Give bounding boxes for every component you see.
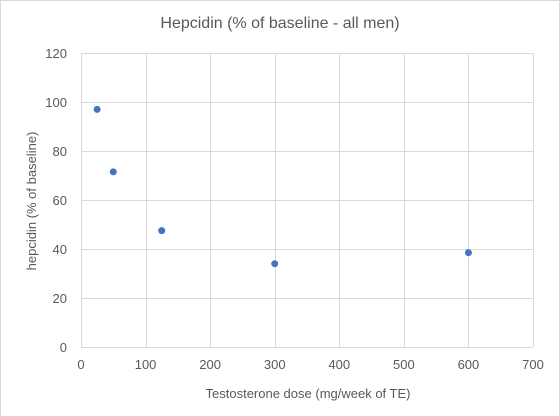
x-tick-label: 200 — [199, 357, 221, 372]
x-tick-label: 600 — [458, 357, 480, 372]
data-point — [271, 260, 279, 268]
y-tick-label: 80 — [53, 144, 67, 159]
y-tick-label: 100 — [45, 95, 67, 110]
x-tick-label: 500 — [393, 357, 415, 372]
data-points — [93, 105, 472, 268]
x-tick-label: 100 — [135, 357, 157, 372]
y-axis-ticks: 0 20 40 60 80 100 120 — [45, 46, 67, 355]
y-tick-label: 40 — [53, 242, 67, 257]
y-tick-label: 120 — [45, 46, 67, 61]
x-tick-label: 0 — [77, 357, 84, 372]
data-point — [158, 227, 166, 235]
x-tick-label: 700 — [522, 357, 544, 372]
chart-title: Hepcidin (% of baseline - all men) — [160, 15, 399, 32]
y-tick-label: 0 — [60, 340, 67, 355]
data-point — [464, 249, 472, 257]
x-tick-label: 400 — [328, 357, 350, 372]
x-axis-ticks: 0 100 200 300 400 500 600 700 — [77, 357, 543, 372]
data-point — [93, 105, 101, 113]
y-tick-label: 20 — [53, 291, 67, 306]
y-tick-label: 60 — [53, 193, 67, 208]
x-tick-label: 300 — [264, 357, 286, 372]
gridlines — [81, 53, 534, 348]
data-point — [109, 168, 117, 176]
x-axis-label: Testosterone dose (mg/week of TE) — [206, 386, 411, 401]
y-axis-label: hepcidin (% of baseline) — [24, 132, 39, 271]
